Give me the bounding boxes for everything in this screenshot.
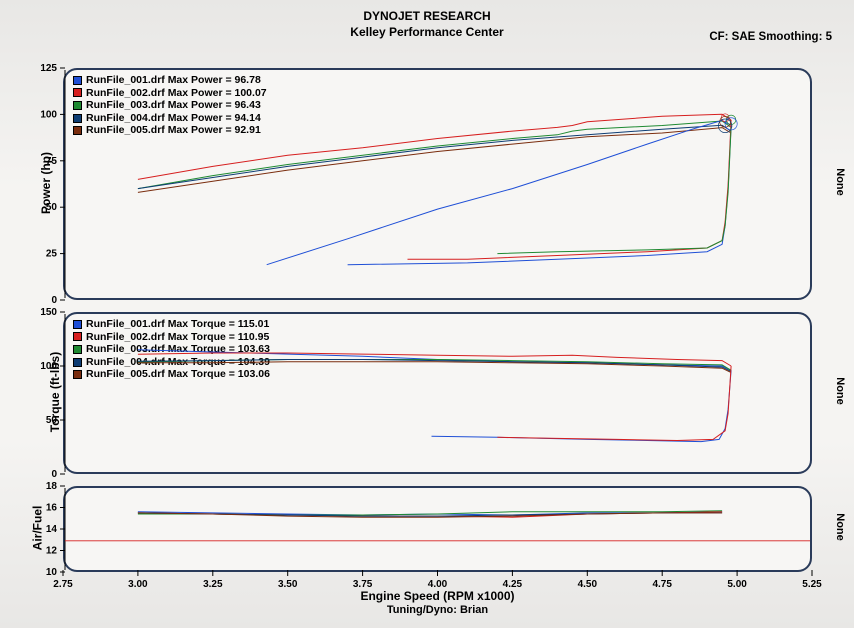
power-legend: RunFile_001.drf Max Power = 96.78RunFile… <box>73 74 267 137</box>
legend-label: RunFile_005.drf Max Power = 92.91 <box>86 124 261 137</box>
svg-text:18: 18 <box>46 481 58 492</box>
legend-item: RunFile_004.drf Max Power = 94.14 <box>73 112 267 125</box>
legend-label: RunFile_004.drf Max Torque = 104.39 <box>86 356 270 369</box>
power-right-axis-label: None <box>834 168 846 196</box>
legend-color-swatch <box>73 76 82 85</box>
afr-chart-panel <box>63 486 812 572</box>
legend-label: RunFile_005.drf Max Torque = 103.06 <box>86 368 270 381</box>
legend-color-swatch <box>73 332 82 341</box>
legend-label: RunFile_002.drf Max Power = 100.07 <box>86 87 267 100</box>
svg-text:10: 10 <box>46 567 58 578</box>
legend-label: RunFile_002.drf Max Torque = 110.95 <box>86 331 269 344</box>
legend-item: RunFile_004.drf Max Torque = 104.39 <box>73 356 270 369</box>
legend-item: RunFile_003.drf Max Torque = 103.63 <box>73 343 270 356</box>
legend-item: RunFile_005.drf Max Torque = 103.06 <box>73 368 270 381</box>
legend-color-swatch <box>73 101 82 110</box>
svg-text:25: 25 <box>46 249 58 260</box>
svg-text:125: 125 <box>40 63 57 74</box>
legend-item: RunFile_003.drf Max Power = 96.43 <box>73 99 267 112</box>
legend-item: RunFile_001.drf Max Power = 96.78 <box>73 74 267 87</box>
legend-color-swatch <box>73 345 82 354</box>
torque-right-axis-label: None <box>834 377 846 405</box>
legend-label: RunFile_001.drf Max Torque = 115.01 <box>86 318 269 331</box>
legend-color-swatch <box>73 358 82 367</box>
legend-color-swatch <box>73 114 82 123</box>
power-y-axis-label: Power (hp) <box>39 152 53 214</box>
legend-item: RunFile_005.drf Max Power = 92.91 <box>73 124 267 137</box>
torque-legend: RunFile_001.drf Max Torque = 115.01RunFi… <box>73 318 270 381</box>
legend-label: RunFile_001.drf Max Power = 96.78 <box>86 74 261 87</box>
legend-label: RunFile_003.drf Max Power = 96.43 <box>86 99 261 112</box>
legend-color-swatch <box>73 320 82 329</box>
svg-text:16: 16 <box>46 503 58 514</box>
svg-text:14: 14 <box>46 524 58 535</box>
torque-y-axis-label: Torque (ft-lbs) <box>48 352 62 432</box>
legend-item: RunFile_002.drf Max Power = 100.07 <box>73 87 267 100</box>
legend-color-swatch <box>73 88 82 97</box>
svg-text:12: 12 <box>46 546 58 557</box>
svg-text:0: 0 <box>51 469 57 480</box>
x-axis-label: Engine Speed (RPM x1000) <box>63 589 812 603</box>
legend-item: RunFile_002.drf Max Torque = 110.95 <box>73 331 270 344</box>
afr-y-axis-label: Air/Fuel <box>30 506 44 551</box>
legend-item: RunFile_001.drf Max Torque = 115.01 <box>73 318 270 331</box>
legend-label: RunFile_003.drf Max Torque = 103.63 <box>86 343 270 356</box>
svg-text:0: 0 <box>51 295 57 306</box>
dyno-report-page: DYNOJET RESEARCH Kelley Performance Cent… <box>0 0 854 628</box>
svg-text:100: 100 <box>40 109 57 120</box>
footer-credit: Tuning/Dyno: Brian <box>63 604 812 616</box>
svg-text:150: 150 <box>40 307 57 318</box>
legend-color-swatch <box>73 126 82 135</box>
report-title: DYNOJET RESEARCH <box>18 8 836 24</box>
legend-label: RunFile_004.drf Max Power = 94.14 <box>86 112 261 125</box>
legend-color-swatch <box>73 370 82 379</box>
afr-right-axis-label: None <box>834 513 846 541</box>
correction-factor-label: CF: SAE Smoothing: 5 <box>709 31 832 43</box>
